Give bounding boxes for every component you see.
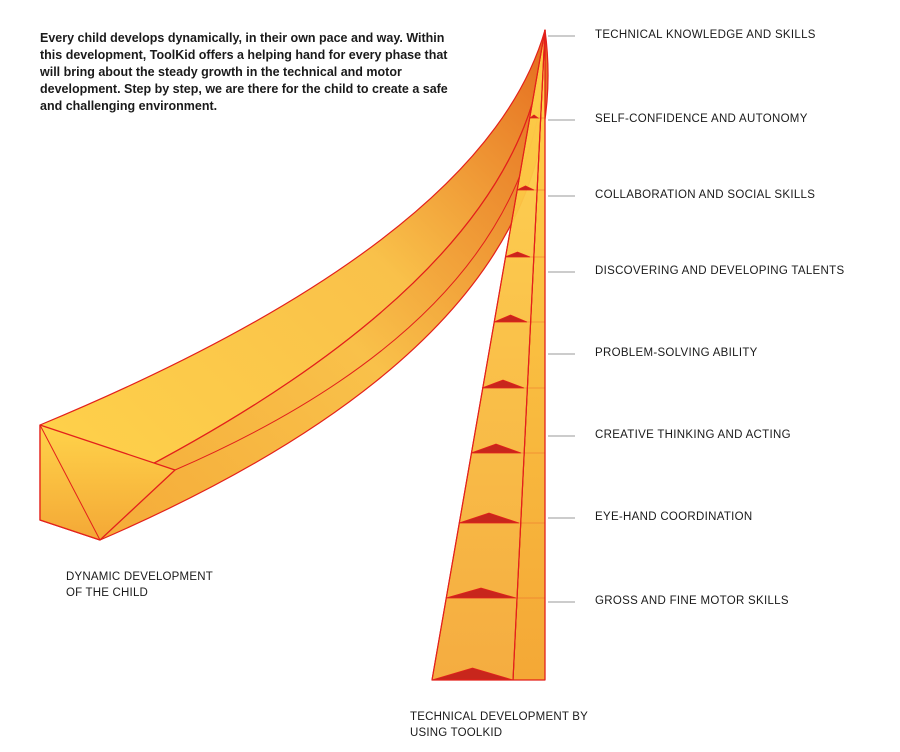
caption-bottom: TECHNICAL DEVELOPMENT BY USING TOOLKID <box>410 710 588 741</box>
skill-label: DISCOVERING AND DEVELOPING TALENTS <box>595 265 844 277</box>
caption-bottom-line2: USING TOOLKID <box>410 727 502 739</box>
skill-label: PROBLEM-SOLVING ABILITY <box>595 347 758 359</box>
skill-label: EYE-HAND COORDINATION <box>595 511 753 523</box>
skill-label: GROSS AND FINE MOTOR SKILLS <box>595 595 789 607</box>
skill-label: TECHNICAL KNOWLEDGE AND SKILLS <box>595 29 816 41</box>
skill-label: CREATIVE THINKING AND ACTING <box>595 429 791 441</box>
caption-left-line1: DYNAMIC DEVELOPMENT <box>66 571 213 583</box>
skill-label: COLLABORATION AND SOCIAL SKILLS <box>595 189 815 201</box>
caption-left-line2: OF THE CHILD <box>66 587 148 599</box>
caption-bottom-line1: TECHNICAL DEVELOPMENT BY <box>410 711 588 723</box>
skill-label: SELF-CONFIDENCE AND AUTONOMY <box>595 113 808 125</box>
caption-left: DYNAMIC DEVELOPMENT OF THE CHILD <box>66 570 213 601</box>
